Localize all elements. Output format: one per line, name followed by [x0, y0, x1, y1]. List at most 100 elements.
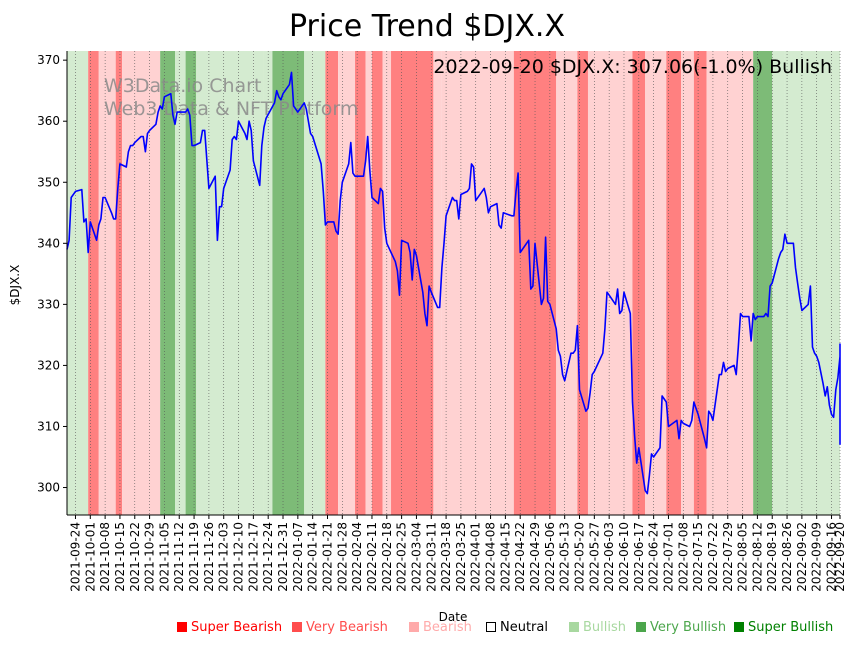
x-tick-label-47: 2022-08-19 [765, 522, 779, 592]
sentiment-band-4 [122, 51, 161, 515]
watermark-line-0: W3Data.io Chart [104, 75, 261, 97]
sentiment-band-18 [365, 51, 372, 515]
legend-item-super-bullish: Super Bullish [734, 620, 833, 635]
legend-label: Bullish [583, 620, 627, 635]
x-tick-label-19: 2022-02-04 [350, 522, 364, 592]
sentiment-band-30 [666, 51, 682, 515]
legend-item-super-bearish: Super Bearish [177, 620, 282, 635]
sentiment-band-2 [98, 51, 116, 515]
sentiment-band-27 [587, 51, 633, 515]
sentiment-band-29 [645, 51, 667, 515]
legend-swatch [734, 622, 744, 632]
x-tick-label-52: 2022-09-20 [833, 522, 847, 592]
x-tick-label-21: 2022-02-18 [380, 522, 394, 592]
sentiment-band-15 [325, 51, 339, 515]
x-tick-label-7: 2021-11-12 [172, 522, 186, 592]
y-tick-label-4: 340 [37, 236, 60, 250]
sentiment-band-26 [577, 51, 588, 515]
x-tick-label-15: 2022-01-07 [291, 522, 305, 592]
sentiment-band-8 [196, 51, 209, 515]
legend-item-very-bullish: Very Bullish [636, 620, 726, 635]
sentiment-band-10 [253, 51, 264, 515]
x-tick-label-6: 2021-11-05 [157, 522, 171, 592]
x-tick-label-13: 2021-12-24 [261, 522, 275, 592]
x-tick-label-5: 2021-10-29 [143, 522, 157, 592]
sentiment-band-23 [441, 51, 514, 515]
sentiment-band-33 [706, 51, 754, 515]
sentiment-band-32 [693, 51, 707, 515]
sentiment-band-7 [185, 51, 197, 515]
x-tick-label-27: 2022-04-01 [469, 522, 483, 592]
y-axis-label: $DJX.X [8, 265, 22, 306]
sentiment-band-1 [88, 51, 99, 515]
legend-swatch [486, 622, 496, 632]
sentiment-band-21 [391, 51, 434, 515]
sentiment-band-9 [208, 51, 254, 515]
legend-label: Neutral [500, 620, 548, 635]
sentiment-band-3 [115, 51, 123, 515]
x-tick-label-1: 2021-10-01 [83, 522, 97, 592]
x-tick-label-14: 2021-12-31 [276, 522, 290, 592]
x-tick-label-28: 2022-04-08 [484, 522, 498, 592]
sentiment-band-34 [753, 51, 773, 515]
y-tick-label-7: 370 [37, 53, 60, 67]
sentiment-band-35 [772, 51, 785, 515]
price-annotation: 2022-09-20 $DJX.X: 307.06(-1.0%) Bullish [433, 56, 832, 78]
sentiment-band-31 [681, 51, 694, 515]
x-tick-label-22: 2022-02-25 [395, 522, 409, 592]
x-tick-label-32: 2022-05-06 [543, 522, 557, 592]
x-tick-label-25: 2022-03-18 [439, 522, 453, 592]
legend-swatch [177, 622, 187, 632]
sentiment-legend: Super Bearish Very Bearish Bearish Neutral B… [0, 620, 859, 640]
sentiment-band-5 [160, 51, 176, 515]
sentiment-bands [67, 51, 840, 515]
x-tick-label-9: 2021-11-26 [202, 522, 216, 592]
watermark-line-1: Web3 Data & NFT Platform [104, 98, 358, 120]
sentiment-band-19 [371, 51, 383, 515]
sentiment-band-36 [784, 51, 840, 515]
sentiment-band-6 [175, 51, 186, 515]
x-tick-label-38: 2022-06-17 [632, 522, 646, 592]
y-tick-label-2: 320 [37, 358, 60, 372]
legend-label: Very Bullish [650, 620, 727, 635]
x-tick-label-11: 2021-12-10 [232, 522, 246, 592]
legend-label: Super Bullish [748, 620, 834, 635]
legend-item-bullish: Bullish [569, 620, 626, 635]
sentiment-band-13 [304, 51, 313, 515]
x-tick-label-33: 2022-05-13 [558, 522, 572, 592]
sentiment-band-16 [338, 51, 356, 515]
legend-swatch [636, 622, 646, 632]
x-tick-label-44: 2022-07-29 [721, 522, 735, 592]
x-tick-label-40: 2022-07-01 [661, 522, 675, 592]
chart-title: Price Trend $DJX.X [289, 9, 565, 44]
x-tick-label-42: 2022-07-15 [691, 522, 705, 592]
price-line-series [66, 71, 841, 495]
price-line [66, 71, 841, 495]
x-tick-label-26: 2022-03-25 [454, 522, 468, 592]
sentiment-band-22 [433, 51, 442, 515]
legend-item-very-bearish: Very Bearish [292, 620, 388, 635]
x-tick-label-10: 2021-12-03 [217, 522, 231, 592]
x-tick-label-24: 2022-03-11 [424, 522, 438, 592]
x-tick-label-0: 2021-09-24 [68, 522, 82, 592]
x-tick-label-12: 2021-12-17 [246, 522, 260, 592]
x-tick-label-46: 2022-08-12 [750, 522, 764, 592]
legend-label: Very Bearish [306, 620, 388, 635]
x-tick-label-4: 2021-10-22 [128, 522, 142, 592]
sentiment-band-14 [312, 51, 326, 515]
x-tick-label-16: 2022-01-14 [306, 522, 320, 592]
legend-label: Bearish [423, 620, 472, 635]
sentiment-band-0 [67, 51, 89, 515]
legend-label: Super Bearish [191, 620, 283, 635]
y-tick-label-1: 310 [37, 419, 60, 433]
x-tick-label-34: 2022-05-20 [573, 522, 587, 592]
legend-swatch [409, 622, 419, 632]
legend-item-bearish: Bearish [409, 620, 472, 635]
sentiment-band-25 [556, 51, 578, 515]
x-tick-label-51: 2022-09-16 [825, 522, 839, 592]
legend-swatch [292, 622, 302, 632]
x-tick-label-31: 2022-04-29 [528, 522, 542, 592]
